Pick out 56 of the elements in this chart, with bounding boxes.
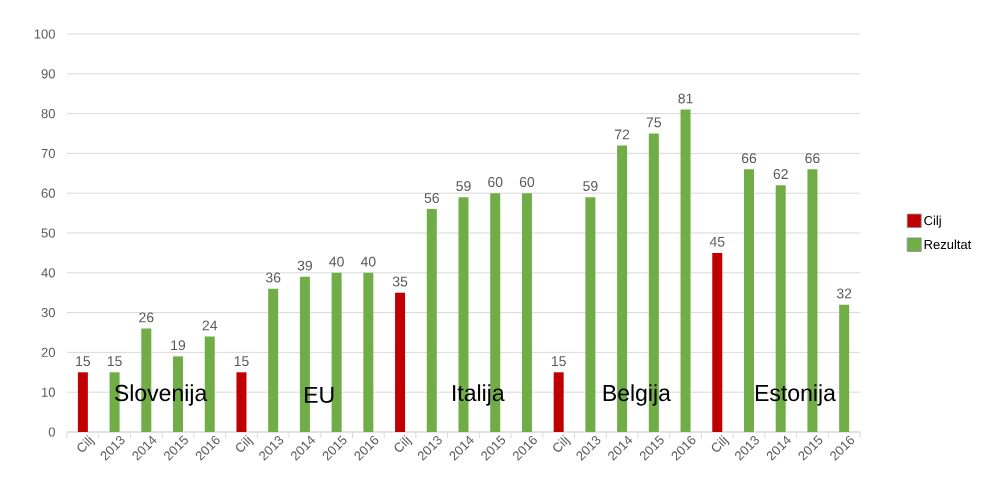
bar	[553, 372, 564, 432]
legend-label: Rezultat	[924, 239, 972, 250]
data-label: 62	[773, 169, 788, 180]
data-label: 60	[488, 177, 503, 187]
bar	[426, 209, 437, 432]
bar	[585, 197, 596, 432]
data-label: 19	[171, 340, 186, 351]
data-label: 59	[456, 181, 471, 191]
bar	[680, 109, 691, 432]
data-label: 32	[836, 288, 852, 299]
data-label: 75	[646, 117, 662, 128]
bar	[363, 272, 374, 432]
data-label: 81	[678, 93, 693, 104]
bar	[268, 288, 279, 432]
data-label: 66	[741, 153, 757, 164]
y-tick-label: 30	[41, 308, 55, 318]
y-tick-label: 60	[41, 188, 55, 198]
data-label: 56	[424, 193, 439, 203]
bar	[77, 372, 88, 432]
y-tick-label: 90	[41, 69, 55, 79]
y-tick-label: 80	[41, 108, 55, 119]
data-label: 59	[583, 181, 598, 191]
y-tick-label: 70	[41, 148, 55, 158]
data-label: 72	[615, 129, 630, 140]
bar	[743, 169, 754, 432]
data-label: 40	[329, 256, 344, 267]
data-label: 40	[360, 256, 376, 267]
data-label: 66	[805, 153, 820, 164]
bar	[839, 304, 850, 432]
y-tick-label: 50	[41, 228, 55, 238]
y-tick-label: 20	[41, 347, 55, 357]
data-label: 35	[392, 276, 408, 287]
y-tick-label: 10	[42, 387, 55, 397]
bar	[236, 372, 247, 432]
data-label: 15	[551, 356, 566, 367]
y-tick-label: 40	[41, 268, 55, 278]
x-tick-label: Cilj	[77, 435, 96, 452]
legend-label: Cilj	[924, 215, 941, 228]
data-label: 60	[519, 177, 535, 187]
x-tick-label: Cilj	[236, 435, 254, 452]
y-tick-label: 100	[34, 29, 55, 39]
bar	[395, 292, 406, 432]
data-label: 39	[297, 260, 313, 271]
data-label: 15	[107, 356, 122, 367]
data-label: 15	[234, 356, 249, 367]
data-label: 26	[139, 312, 154, 323]
y-tick-label: 0	[48, 427, 55, 437]
bar	[712, 252, 723, 432]
data-label: 24	[202, 320, 218, 331]
x-tick-label: Cilj	[711, 435, 730, 452]
data-label: 15	[76, 356, 91, 367]
x-tick-label: Cilj	[553, 435, 571, 452]
data-label: 36	[265, 272, 281, 283]
data-label: 45	[709, 236, 725, 247]
x-tick-label: Cilj	[394, 435, 413, 452]
bar	[521, 193, 532, 432]
